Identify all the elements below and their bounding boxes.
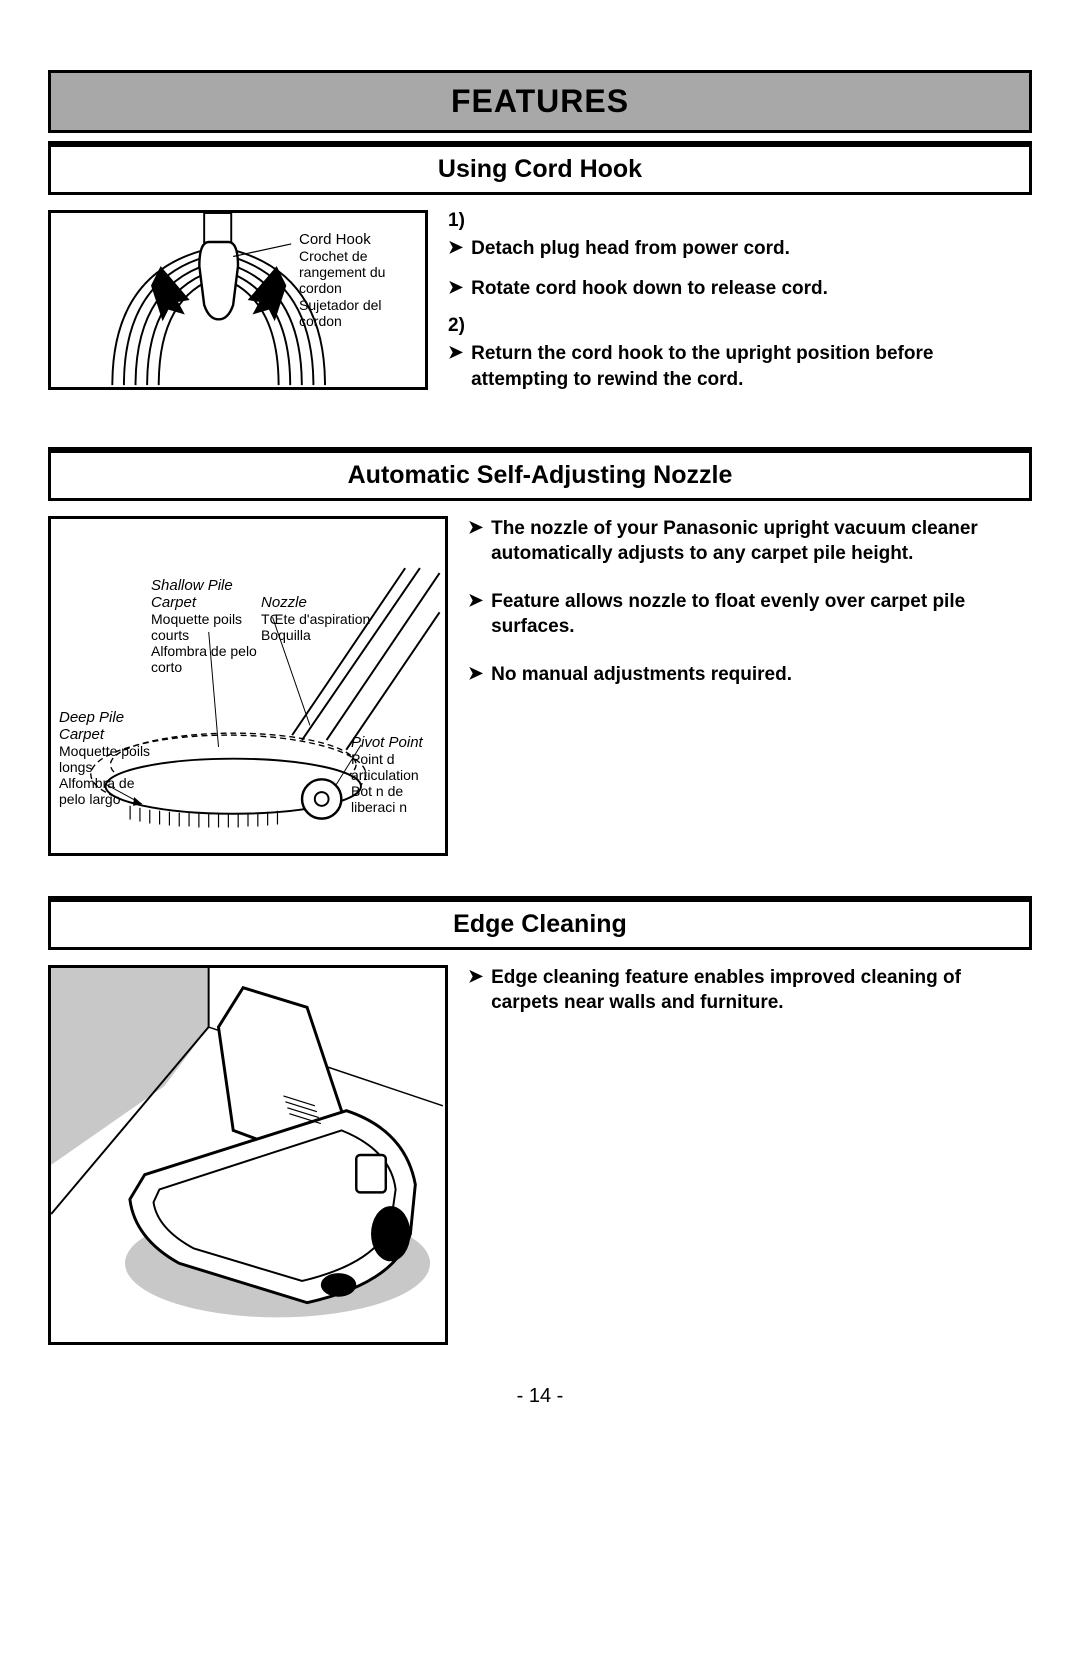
label-en: Nozzle [261, 594, 411, 611]
bullet-text: Return the cord hook to the upright posi… [471, 341, 1032, 392]
label-en: Shallow Pile Carpet [151, 577, 261, 612]
label-es: Alfombra de pelo corto [151, 643, 261, 675]
step-2-number: 2) [448, 315, 1032, 337]
bullet-text: The nozzle of your Panasonic upright vac… [491, 516, 1032, 567]
page-number: - 14 - [48, 1385, 1032, 1408]
section-body-edge: ➤ Edge cleaning feature enables improved… [48, 965, 1032, 1345]
step-1-number: 1) [448, 210, 1032, 232]
section-body-cord-hook: Cord Hook Crochet de rangement du cordon… [48, 210, 1032, 407]
bullet-row: ➤ No manual adjustments required. [468, 662, 1032, 688]
bullet-row: ➤ The nozzle of your Panasonic upright v… [468, 516, 1032, 567]
text-col-edge: ➤ Edge cleaning feature enables improved… [468, 965, 1032, 1345]
section-heading-cord-hook: Using Cord Hook [48, 141, 1032, 195]
label-fr: Crochet de rangement du cordon [299, 248, 419, 296]
label-es: Bot n de liberaci n [351, 783, 451, 815]
label-en: Cord Hook [299, 231, 419, 248]
illustration-nozzle: Shallow Pile Carpet Moquette poils court… [48, 516, 448, 856]
bullet-icon: ➤ [448, 236, 463, 259]
section-heading-edge: Edge Cleaning [48, 896, 1032, 950]
label-fr: Moquette poils courts [151, 611, 261, 643]
bullet-row: ➤ Rotate cord hook down to release cord. [448, 276, 1032, 302]
label-es: Alfombra de pelo largo [59, 775, 159, 807]
bullet-row: ➤ Return the cord hook to the upright po… [448, 341, 1032, 392]
label-nozzle: Nozzle TŒte d'aspiration Boquilla [261, 594, 411, 643]
text-col-nozzle: ➤ The nozzle of your Panasonic upright v… [468, 516, 1032, 856]
label-shallow: Shallow Pile Carpet Moquette poils court… [151, 577, 261, 676]
bullet-icon: ➤ [468, 589, 483, 612]
bullet-text: Rotate cord hook down to release cord. [471, 276, 828, 302]
illustration-cord-hook: Cord Hook Crochet de rangement du cordon… [48, 210, 428, 390]
bullet-icon: ➤ [448, 341, 463, 364]
bullet-text: No manual adjustments required. [491, 662, 792, 688]
bullet-icon: ➤ [468, 662, 483, 685]
heading-text: Using Cord Hook [438, 155, 642, 183]
label-fr: Point d articulation [351, 751, 451, 783]
bullet-text: Detach plug head from power cord. [471, 236, 790, 262]
label-en: Deep Pile Carpet [59, 709, 159, 744]
page-title: FEATURES [451, 83, 629, 119]
bullet-icon: ➤ [468, 516, 483, 539]
heading-text: Automatic Self-Adjusting Nozzle [348, 461, 733, 489]
label-es: Sujetador del cordon [299, 297, 419, 329]
section-body-nozzle: Shallow Pile Carpet Moquette poils court… [48, 516, 1032, 856]
bullet-row: ➤ Feature allows nozzle to float evenly … [468, 589, 1032, 640]
bullet-icon: ➤ [468, 965, 483, 988]
label-cord-hook: Cord Hook Crochet de rangement du cordon… [299, 231, 419, 329]
page-title-bar: FEATURES [48, 70, 1032, 133]
label-es: Boquilla [261, 627, 411, 643]
edge-svg [51, 968, 445, 1342]
text-col-cord-hook: 1) ➤ Detach plug head from power cord. ➤… [448, 210, 1032, 407]
illustration-edge [48, 965, 448, 1345]
label-fr: TŒte d'aspiration [261, 611, 411, 627]
label-fr: Moquette poils longs [59, 743, 159, 775]
label-en: Pivot Point [351, 734, 451, 751]
bullet-text: Feature allows nozzle to float evenly ov… [491, 589, 1032, 640]
label-deep: Deep Pile Carpet Moquette poils longs Al… [59, 709, 159, 808]
bullet-icon: ➤ [448, 276, 463, 299]
section-heading-nozzle: Automatic Self-Adjusting Nozzle [48, 447, 1032, 501]
heading-text: Edge Cleaning [453, 910, 627, 938]
bullet-row: ➤ Detach plug head from power cord. [448, 236, 1032, 262]
bullet-row: ➤ Edge cleaning feature enables improved… [468, 965, 1032, 1016]
label-pivot: Pivot Point Point d articulation Bot n d… [351, 734, 451, 816]
bullet-text: Edge cleaning feature enables improved c… [491, 965, 1032, 1016]
